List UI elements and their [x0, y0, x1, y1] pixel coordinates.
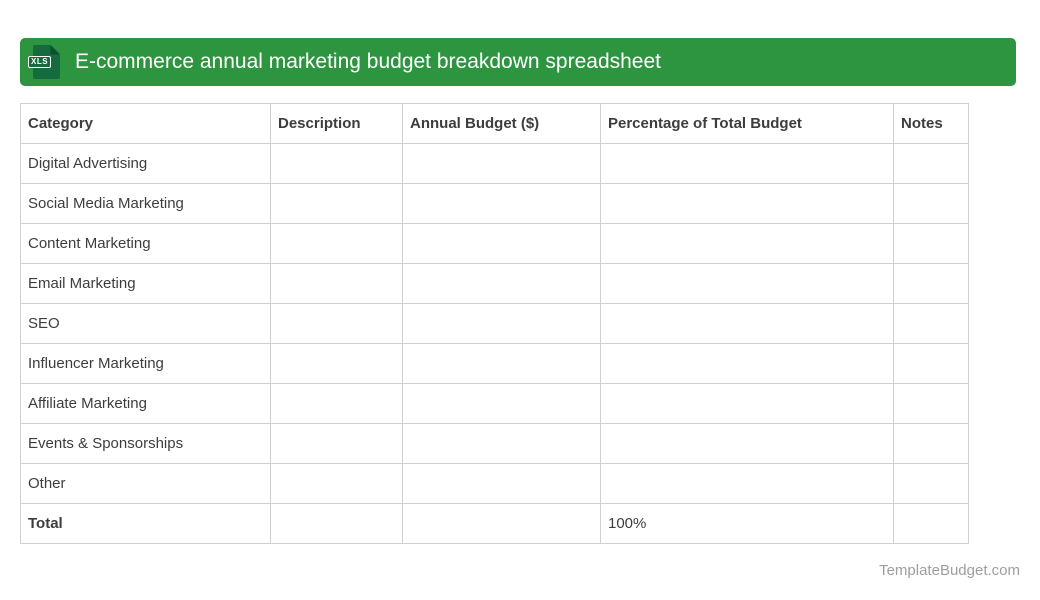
column-header-category: Category	[20, 103, 271, 144]
cell-annual-budget	[402, 503, 601, 544]
table-row: Events & Sponsorships	[20, 423, 969, 464]
column-header-percentage: Percentage of Total Budget	[600, 103, 894, 144]
cell-notes	[893, 263, 969, 304]
cell-notes	[893, 143, 969, 184]
cell-percentage	[600, 263, 894, 304]
cell-annual-budget	[402, 223, 601, 264]
cell-annual-budget	[402, 383, 601, 424]
cell-annual-budget	[402, 303, 601, 344]
cell-percentage	[600, 183, 894, 224]
template-header-banner: XLS E-commerce annual marketing budget b…	[20, 38, 1016, 86]
table-row: Social Media Marketing	[20, 183, 969, 224]
cell-description	[270, 423, 403, 464]
cell-percentage	[600, 303, 894, 344]
cell-description	[270, 503, 403, 544]
cell-percentage	[600, 223, 894, 264]
total-row: Total 100%	[20, 503, 969, 544]
cell-description	[270, 223, 403, 264]
cell-category: Content Marketing	[20, 223, 271, 264]
cell-description	[270, 183, 403, 224]
xls-icon-fold-flap	[50, 45, 60, 55]
cell-description	[270, 303, 403, 344]
cell-category: Events & Sponsorships	[20, 423, 271, 464]
table-row: SEO	[20, 303, 969, 344]
column-header-description: Description	[270, 103, 403, 144]
page-title: E-commerce annual marketing budget break…	[75, 50, 662, 73]
cell-percentage	[600, 423, 894, 464]
cell-annual-budget	[402, 143, 601, 184]
cell-notes	[893, 503, 969, 544]
budget-table: Category Description Annual Budget ($) P…	[20, 103, 969, 544]
cell-total-percentage: 100%	[600, 503, 894, 544]
xls-icon-label: XLS	[28, 56, 52, 68]
cell-annual-budget	[402, 423, 601, 464]
watermark-text: TemplateBudget.com	[879, 562, 1020, 579]
table-row: Influencer Marketing	[20, 343, 969, 384]
table-row: Other	[20, 463, 969, 504]
column-header-annual-budget: Annual Budget ($)	[402, 103, 601, 144]
table-row: Digital Advertising	[20, 143, 969, 184]
cell-notes	[893, 303, 969, 344]
table-row: Email Marketing	[20, 263, 969, 304]
cell-notes	[893, 183, 969, 224]
cell-description	[270, 263, 403, 304]
cell-notes	[893, 343, 969, 384]
cell-percentage	[600, 383, 894, 424]
cell-percentage	[600, 463, 894, 504]
cell-category: Influencer Marketing	[20, 343, 271, 384]
table-row: Content Marketing	[20, 223, 969, 264]
cell-annual-budget	[402, 343, 601, 384]
cell-notes	[893, 383, 969, 424]
cell-notes	[893, 423, 969, 464]
table-header-row: Category Description Annual Budget ($) P…	[20, 103, 969, 144]
cell-notes	[893, 223, 969, 264]
cell-annual-budget	[402, 463, 601, 504]
cell-annual-budget	[402, 263, 601, 304]
cell-notes	[893, 463, 969, 504]
cell-description	[270, 463, 403, 504]
cell-annual-budget	[402, 183, 601, 224]
cell-description	[270, 143, 403, 184]
cell-percentage	[600, 343, 894, 384]
cell-category: Affiliate Marketing	[20, 383, 271, 424]
cell-category: Other	[20, 463, 271, 504]
xls-file-icon: XLS	[28, 45, 60, 79]
cell-description	[270, 383, 403, 424]
column-header-notes: Notes	[893, 103, 969, 144]
cell-category: Digital Advertising	[20, 143, 271, 184]
cell-description	[270, 343, 403, 384]
cell-total-label: Total	[20, 503, 271, 544]
cell-category: Social Media Marketing	[20, 183, 271, 224]
cell-category: Email Marketing	[20, 263, 271, 304]
table-row: Affiliate Marketing	[20, 383, 969, 424]
cell-percentage	[600, 143, 894, 184]
cell-category: SEO	[20, 303, 271, 344]
